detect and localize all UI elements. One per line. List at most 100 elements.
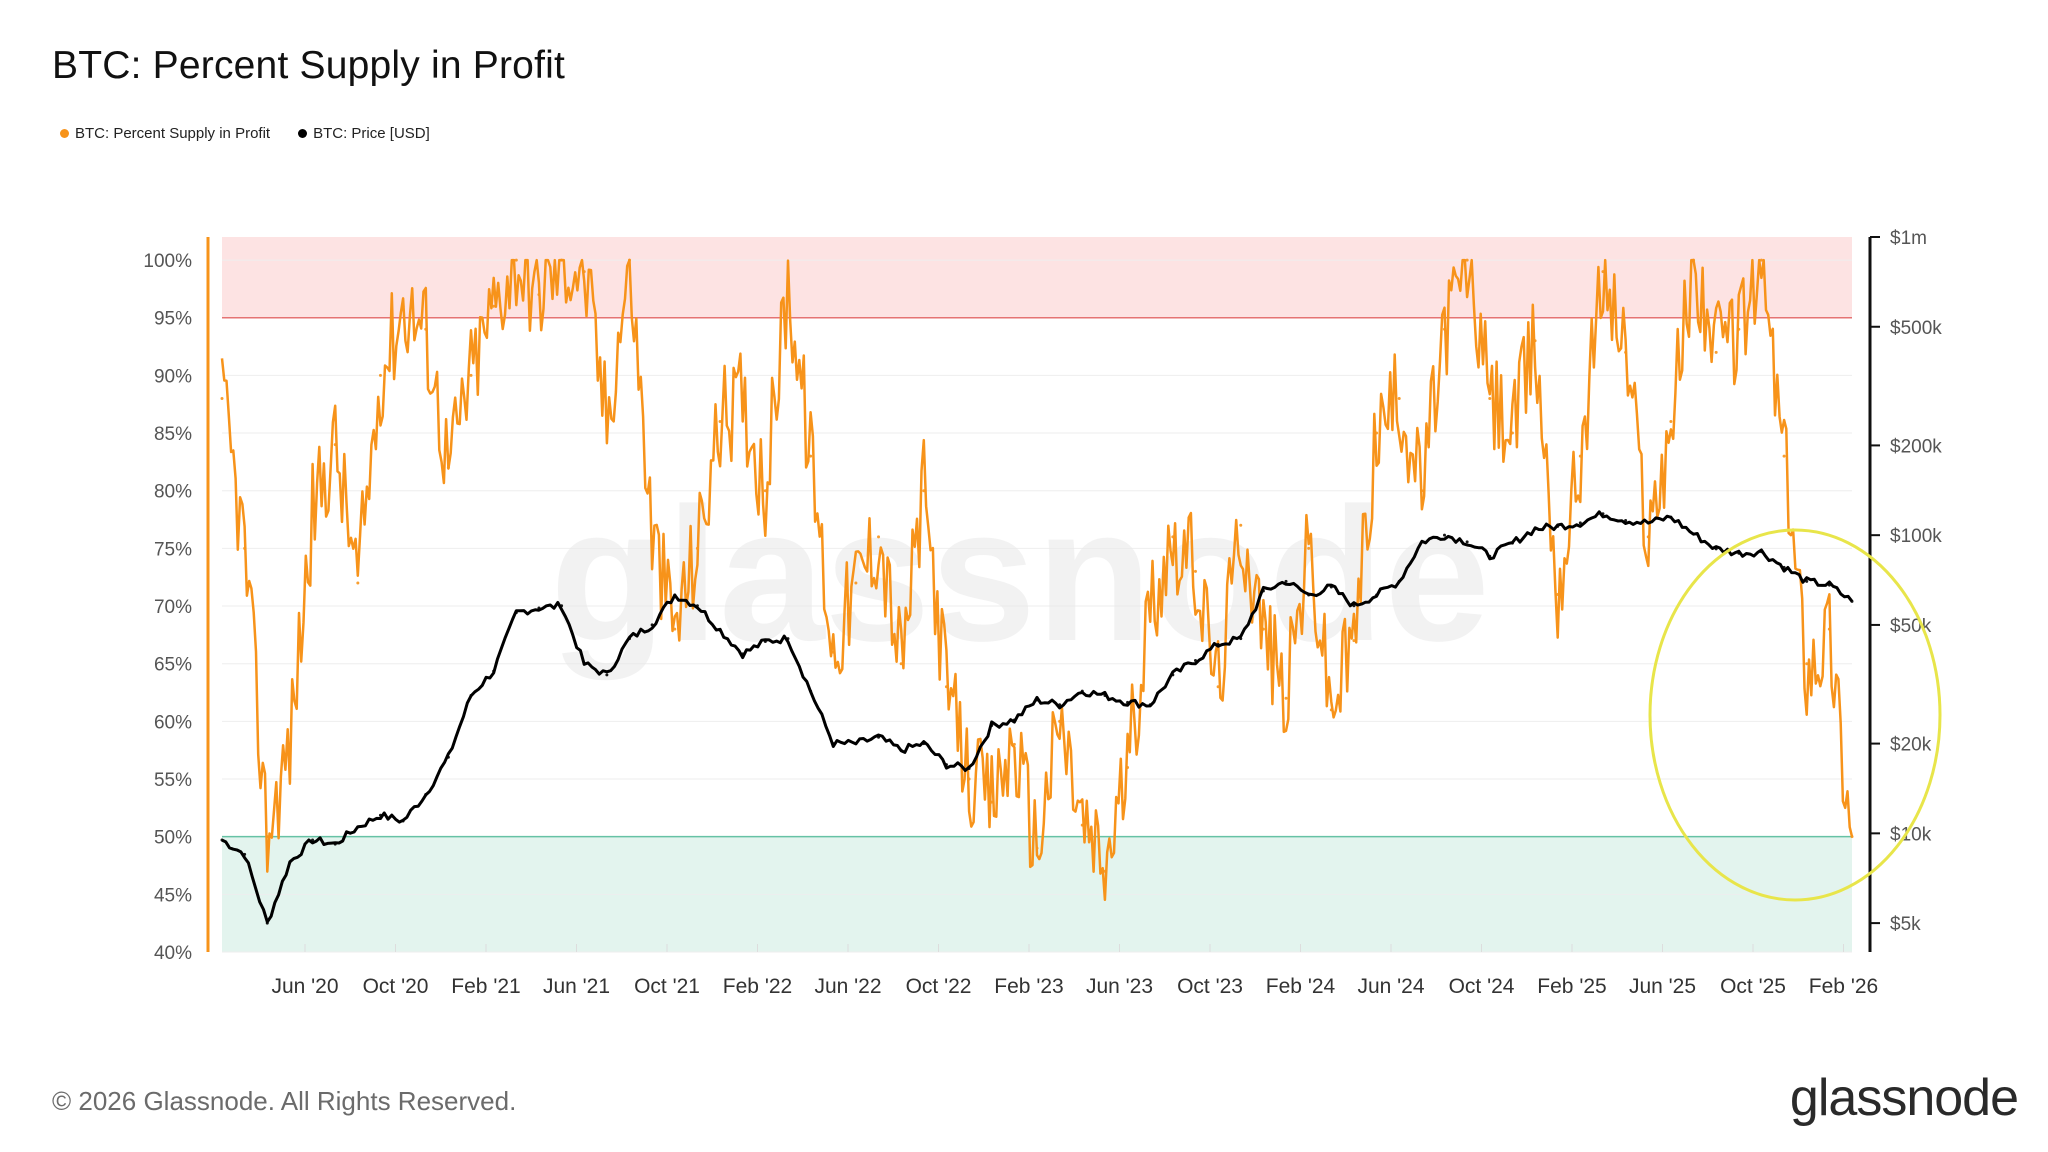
data-point-supply [333, 443, 337, 447]
data-point-supply [718, 420, 722, 424]
x-tick-label: Oct '20 [363, 975, 429, 998]
x-tick-label: Feb '22 [723, 975, 792, 998]
y-left-tick-label: 40% [154, 943, 192, 964]
data-point-price [1420, 540, 1424, 544]
data-point-supply [628, 258, 631, 262]
data-point-price [1307, 593, 1311, 597]
x-tick-label: Oct '23 [1177, 975, 1243, 998]
x-tick-label: Jun '21 [543, 975, 610, 998]
data-point-price [763, 639, 767, 643]
data-point-supply [1148, 604, 1152, 608]
data-point-supply [741, 396, 745, 400]
data-point-price [1510, 541, 1514, 545]
data-point-price [424, 792, 428, 796]
data-point-price [356, 825, 360, 829]
data-point-price [628, 637, 631, 641]
y-right-tick-label: $500k [1890, 318, 1942, 339]
data-point-supply [922, 489, 926, 493]
x-tick-label: Oct '22 [906, 975, 972, 998]
data-point-supply [673, 627, 677, 631]
data-point-supply [1827, 627, 1831, 631]
data-point-supply [1578, 454, 1582, 458]
data-point-price [1397, 579, 1401, 583]
data-point-price [1035, 698, 1039, 702]
data-point-supply [1397, 396, 1401, 400]
data-point-price [741, 652, 745, 656]
data-point-supply [1329, 708, 1333, 712]
data-point-supply [1601, 270, 1605, 274]
data-point-price [1578, 521, 1582, 525]
data-point-supply [1782, 454, 1786, 458]
data-point-price [220, 838, 224, 842]
data-point-price [1103, 693, 1107, 697]
legend-item-price[interactable]: BTC: Price [USD] [298, 125, 430, 142]
data-point-supply [1556, 593, 1560, 596]
data-point-supply [1443, 327, 1446, 331]
y-left-tick-label: 70% [154, 597, 192, 618]
data-point-supply [514, 258, 518, 262]
data-point-price [650, 623, 654, 627]
data-point-price [288, 860, 292, 864]
data-point-price [560, 604, 564, 608]
data-point-supply [243, 546, 247, 550]
data-point-supply [786, 281, 790, 285]
data-point-supply [1012, 742, 1016, 746]
data-point-price [1216, 642, 1220, 646]
y-left-tick-label: 90% [154, 366, 192, 387]
data-point-price [1646, 521, 1650, 525]
data-point-supply [831, 650, 835, 654]
x-tick-label: Jun '24 [1357, 975, 1424, 998]
data-point-supply [1533, 339, 1537, 343]
y-right-tick-label: $20k [1890, 735, 1932, 756]
data-point-supply [854, 581, 858, 585]
data-point-supply [1646, 535, 1650, 539]
legend-item-supply[interactable]: BTC: Percent Supply in Profit [60, 125, 270, 142]
x-tick-label: Feb '23 [994, 975, 1063, 998]
data-point-supply [1058, 719, 1062, 723]
glassnode-logo: glassnode [1789, 1069, 2019, 1127]
data-point-price [1443, 533, 1446, 537]
data-point-price [378, 813, 382, 817]
x-tick-label: Oct '24 [1449, 975, 1515, 998]
data-point-price [809, 689, 813, 693]
data-point-supply [1850, 835, 1854, 839]
data-point-price [1465, 540, 1469, 544]
data-point-price [1352, 604, 1356, 608]
data-point-price [1714, 547, 1718, 551]
data-point-supply [1216, 685, 1220, 689]
data-point-price [718, 628, 722, 632]
data-point-price [1556, 524, 1560, 528]
data-point-supply [1465, 258, 1469, 262]
data-point-price [446, 755, 450, 759]
chart-legend: BTC: Percent Supply in Profit BTC: Price… [60, 125, 430, 142]
data-point-supply [1261, 627, 1265, 631]
y-left-tick-label: 50% [154, 828, 192, 849]
data-point-price [1827, 583, 1831, 587]
data-point-supply [1805, 662, 1809, 666]
y-left-tick-label: 45% [154, 885, 192, 906]
legend-label-price: BTC: Price [USD] [313, 125, 430, 142]
data-point-supply [809, 454, 813, 458]
highlight-ellipse [1648, 528, 1942, 902]
data-point-supply [492, 304, 496, 308]
data-point-supply [356, 581, 360, 585]
data-point-supply [944, 685, 948, 689]
data-point-price [265, 921, 269, 925]
data-point-supply [265, 835, 269, 839]
y-left-tick-label: 85% [154, 424, 192, 445]
legend-dot-supply-icon [60, 129, 69, 138]
data-point-supply [763, 489, 767, 493]
watermark-text: glassnode [550, 469, 1490, 681]
data-point-supply [1737, 327, 1741, 331]
data-point-price [1601, 512, 1605, 516]
data-point-supply [1714, 350, 1718, 354]
x-tick-label: Oct '25 [1720, 975, 1786, 998]
data-point-supply [695, 546, 699, 550]
data-point-price [1126, 700, 1130, 704]
y-left-tick-label: 100% [143, 251, 192, 272]
y-left-tick-label: 95% [154, 309, 192, 330]
y-left-tick-label: 80% [154, 482, 192, 503]
data-point-price [311, 838, 315, 842]
data-point-supply [1692, 258, 1696, 262]
data-point-supply [469, 373, 473, 377]
